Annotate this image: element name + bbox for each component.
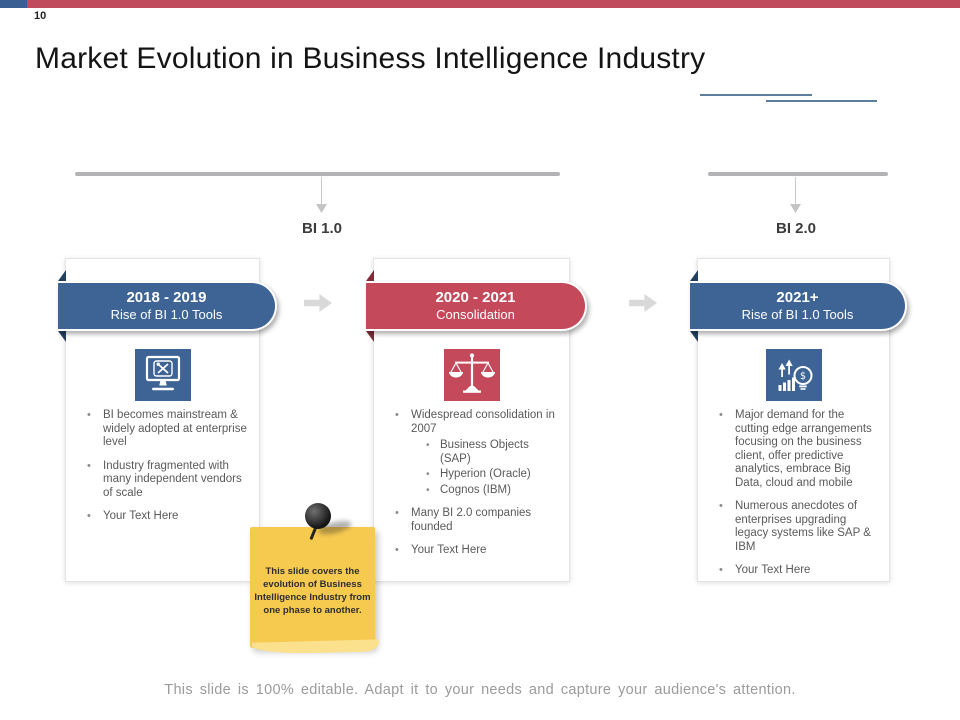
- phase-card-2021-plus: 2021+ Rise of BI 1.0 Tools $ Major deman…: [690, 258, 907, 582]
- page-number: 10: [34, 10, 47, 22]
- list-item: Your Text Here: [394, 544, 559, 558]
- top-accent-bar: [0, 0, 960, 8]
- list-item: Business Objects (SAP): [425, 439, 559, 466]
- sticky-note-text: This slide covers the evolution of Busin…: [254, 566, 371, 616]
- top-accent-bar-blue-segment: [0, 0, 27, 8]
- era-label-bi2: BI 2.0: [775, 220, 817, 237]
- list-item: Numerous anecdotes of enterprises upgrad…: [718, 500, 879, 554]
- slide-title: Market Evolution in Business Intelligenc…: [35, 42, 706, 75]
- ribbon-fold-icon: [366, 270, 374, 281]
- ribbon-fold-icon: [690, 331, 698, 342]
- phase-card-2018-2019: 2018 - 2019 Rise of BI 1.0 Tools BI beco…: [58, 258, 277, 582]
- phase-ribbon: 2021+ Rise of BI 1.0 Tools: [690, 281, 907, 331]
- growth-idea-icon: $: [765, 349, 822, 401]
- list-item: Major demand for the cutting edge arrang…: [718, 409, 879, 490]
- down-arrow-icon: [316, 204, 327, 213]
- ribbon-fold-icon: [690, 270, 698, 281]
- sticky-note: This slide covers the evolution of Busin…: [250, 527, 375, 648]
- ribbon-fold-icon: [366, 331, 374, 342]
- list-item: Widespread consolidation in 2007 Busines…: [394, 409, 559, 497]
- right-arrow-icon: [304, 294, 332, 312]
- phase-card-2020-2021: 2020 - 2021 Consolidation Widespread con…: [366, 258, 587, 582]
- balance-scale-icon: [443, 349, 500, 401]
- footer-note: This slide is 100% editable. Adapt it to…: [164, 682, 796, 698]
- phase-ribbon: 2018 - 2019 Rise of BI 1.0 Tools: [58, 281, 277, 331]
- list-item: Industry fragmented with many independen…: [86, 460, 249, 501]
- list-item: Hyperion (Oracle): [425, 468, 559, 482]
- list-item: Your Text Here: [718, 564, 879, 578]
- right-arrow-icon: [629, 294, 657, 312]
- svg-text:$: $: [799, 371, 805, 382]
- list-item: Cognos (IBM): [425, 484, 559, 498]
- title-accent-line: [766, 100, 877, 102]
- timeline-bar-bi2: [708, 172, 888, 176]
- timeline-bar-bi1: [75, 172, 560, 176]
- phase-subtitle: Consolidation: [436, 307, 515, 322]
- ribbon-fold-icon: [58, 331, 66, 342]
- phase-subtitle: Rise of BI 1.0 Tools: [110, 307, 223, 322]
- down-arrow-icon: [790, 204, 801, 213]
- era-label-bi1: BI 1.0: [301, 220, 343, 237]
- bullet-list: Major demand for the cutting edge arrang…: [718, 409, 879, 588]
- phase-ribbon: 2020 - 2021 Consolidation: [366, 281, 587, 331]
- phase-period: 2020 - 2021: [435, 289, 516, 306]
- phase-period: 2021+: [776, 289, 819, 306]
- timeline-arrow-stem: [795, 177, 796, 205]
- list-item: Your Text Here: [86, 510, 249, 524]
- bullet-list: BI becomes mainstream & widely adopted a…: [86, 409, 249, 534]
- list-item: BI becomes mainstream & widely adopted a…: [86, 409, 249, 450]
- ribbon-fold-icon: [58, 270, 66, 281]
- monitor-tools-icon: [134, 349, 191, 401]
- title-accent-line: [700, 94, 812, 96]
- timeline-arrow-stem: [321, 177, 322, 205]
- phase-subtitle: Rise of BI 1.0 Tools: [741, 307, 854, 322]
- bullet-list: Widespread consolidation in 2007 Busines…: [394, 409, 559, 568]
- list-item: Many BI 2.0 companies founded: [394, 507, 559, 534]
- push-pin-icon: [305, 503, 331, 529]
- phase-period: 2018 - 2019: [126, 289, 207, 306]
- sub-bullet-list: Business Objects (SAP) Hyperion (Oracle)…: [425, 439, 559, 497]
